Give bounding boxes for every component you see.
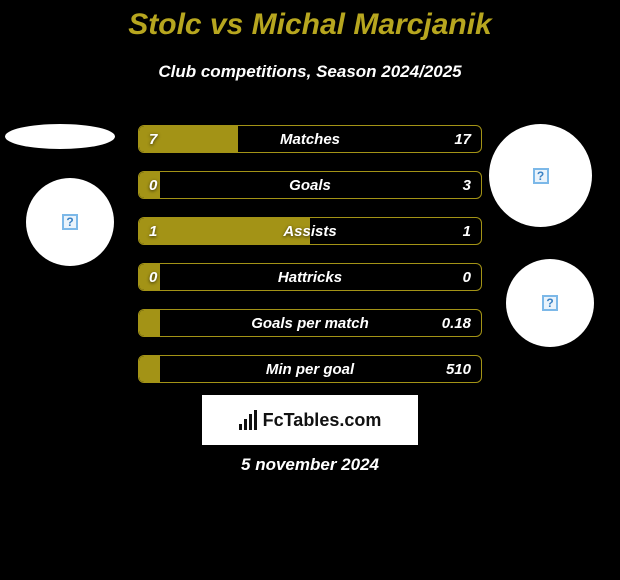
logo-icon	[239, 410, 257, 430]
logo: FcTables.com	[202, 395, 418, 445]
logo-text: FcTables.com	[263, 410, 382, 431]
placeholder-icon: ?	[533, 168, 549, 184]
stat-label: Assists	[139, 218, 481, 244]
date-label: 5 november 2024	[0, 455, 620, 475]
placeholder-icon: ?	[542, 295, 558, 311]
player-avatar-right: ?	[489, 124, 592, 227]
stat-value-right: 0.18	[432, 310, 481, 336]
stats-chart: Matches717Goals03Assists11Hattricks00Goa…	[138, 125, 482, 383]
stat-value-right: 1	[453, 218, 481, 244]
stat-value-left	[139, 310, 159, 336]
comparison-widget: Stolc vs Michal Marcjanik Club competiti…	[0, 0, 620, 580]
stat-value-left: 0	[139, 172, 167, 198]
decoration-ellipse	[5, 124, 115, 149]
placeholder-icon: ?	[62, 214, 78, 230]
stat-value-right: 0	[453, 264, 481, 290]
stat-row: Assists1 1	[138, 217, 482, 245]
stat-value-left: 1	[139, 218, 167, 244]
stat-value-left: 0	[139, 264, 167, 290]
stat-row: Goals per match0.18	[138, 309, 482, 337]
page-title: Stolc vs Michal Marcjanik	[0, 8, 620, 42]
stat-label: Goals per match	[139, 310, 481, 336]
stat-row: Min per goal510	[138, 355, 482, 383]
stat-label: Min per goal	[139, 356, 481, 382]
stat-value-left: 7	[139, 126, 167, 152]
stat-row: Matches7 17	[138, 125, 482, 153]
stat-value-right: 17	[444, 126, 481, 152]
team-badge-right: ?	[506, 259, 594, 347]
stat-value-right: 3	[453, 172, 481, 198]
stat-row: Hattricks0 0	[138, 263, 482, 291]
stat-label: Matches	[139, 126, 481, 152]
stat-label: Hattricks	[139, 264, 481, 290]
stat-value-left	[139, 356, 159, 382]
stat-value-right: 510	[436, 356, 481, 382]
stat-row: Goals0 3	[138, 171, 482, 199]
stat-label: Goals	[139, 172, 481, 198]
player-avatar-left: ?	[26, 178, 114, 266]
subtitle: Club competitions, Season 2024/2025	[0, 62, 620, 82]
